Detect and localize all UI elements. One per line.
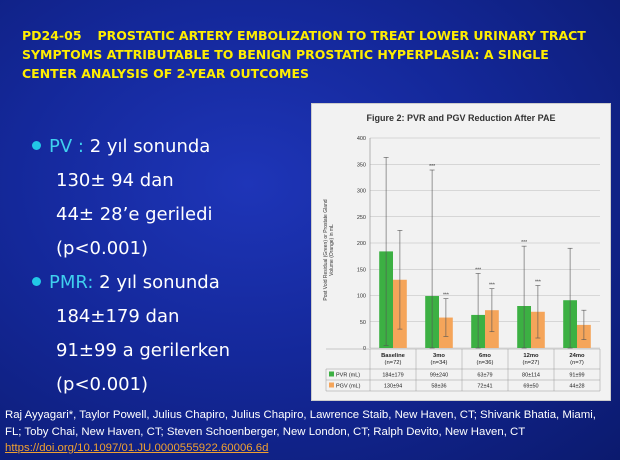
legend-label: PVR (mL) (336, 373, 360, 379)
x-category-label: (n=36) (477, 360, 494, 366)
x-category-label: (n=7) (570, 360, 584, 366)
bullet-text: 130± 94 dan (56, 170, 174, 191)
x-category-label: 24mo (569, 353, 585, 359)
y-tick-label: 350 (357, 162, 366, 168)
bar-chart: 050100150200250300350400****************… (325, 136, 601, 392)
legend-swatch (329, 371, 334, 377)
legend-swatch (329, 382, 334, 388)
table-cell: 184±179 (382, 373, 403, 379)
y-tick-label: 250 (357, 215, 366, 221)
x-category-label: (n=27) (523, 360, 540, 366)
bullet-label-pmr: PMR: (49, 272, 94, 293)
chart-title: Figure 2: PVR and PGV Reduction After PA… (366, 113, 556, 123)
author-list: Raj Ayyagari*, Taylor Powell, Julius Cha… (5, 409, 596, 438)
bullet-text: 184±179 dan (56, 306, 180, 327)
bullet-list: PV : 2 yıl sonunda 130± 94 dan 44± 28’e … (30, 130, 310, 402)
table-cell: 91±99 (569, 373, 584, 379)
bullet-text: 2 yıl sonunda (99, 272, 220, 293)
bullet-label-pv: PV : (49, 136, 84, 157)
abstract-title: PROSTATIC ARTERY EMBOLIZATION TO TREAT L… (22, 28, 586, 81)
significance-label: *** (535, 280, 541, 286)
bullet-pv: PV : 2 yıl sonunda (30, 130, 310, 164)
x-category-label: 12mo (523, 353, 539, 359)
bullet-dot-icon (32, 276, 41, 286)
bullet-text: 91±99 a gerilerken (56, 340, 231, 361)
y-tick-label: 200 (357, 241, 366, 247)
significance-label: *** (429, 164, 435, 170)
y-tick-label: 50 (360, 320, 366, 326)
citation: Raj Ayyagari*, Taylor Powell, Julius Cha… (5, 407, 615, 457)
x-category-label: (n=72) (385, 360, 402, 366)
table-cell: 130±94 (384, 384, 402, 390)
bullet-dot-icon (32, 140, 41, 150)
abstract-code: PD24-05 (22, 28, 82, 43)
slide-title: PD24-05 PROSTATIC ARTERY EMBOLIZATION TO … (22, 26, 602, 83)
significance-label: *** (475, 267, 481, 273)
y-tick-label: 100 (357, 294, 366, 300)
table-cell: 99±240 (430, 373, 448, 379)
bullet-text: (p<0.001) (56, 238, 149, 259)
significance-label: *** (443, 293, 449, 299)
doi-link[interactable]: https://doi.org/10.1097/01.JU.0000555922… (5, 442, 269, 454)
legend-label: PGV (mL) (336, 384, 361, 390)
y-tick-label: 400 (357, 136, 366, 142)
y-tick-label: 150 (357, 267, 366, 273)
x-category-label: 6mo (479, 353, 491, 359)
table-cell: 80±114 (522, 373, 540, 379)
significance-label: *** (521, 240, 527, 246)
x-category-label: (n=34) (431, 360, 448, 366)
bullet-text: (p<0.001) (56, 374, 149, 395)
table-cell: 69±50 (523, 384, 538, 390)
table-cell: 63±79 (477, 373, 492, 379)
bullet-text: 44± 28’e geriledi (56, 204, 213, 225)
x-category-label: 3mo (433, 353, 445, 359)
table-cell: 72±41 (477, 384, 492, 390)
significance-label: *** (489, 283, 495, 289)
bullet-text: 2 yıl sonunda (89, 136, 211, 157)
table-cell: 58±36 (431, 384, 446, 390)
x-category-label: Baseline (381, 353, 406, 359)
table-cell: 44±28 (569, 384, 584, 390)
y-tick-label: 300 (357, 189, 366, 195)
bullet-pmr: PMR: 2 yıl sonunda (30, 266, 310, 300)
figure-panel: Figure 2: PVR and PGV Reduction After PA… (311, 103, 611, 401)
